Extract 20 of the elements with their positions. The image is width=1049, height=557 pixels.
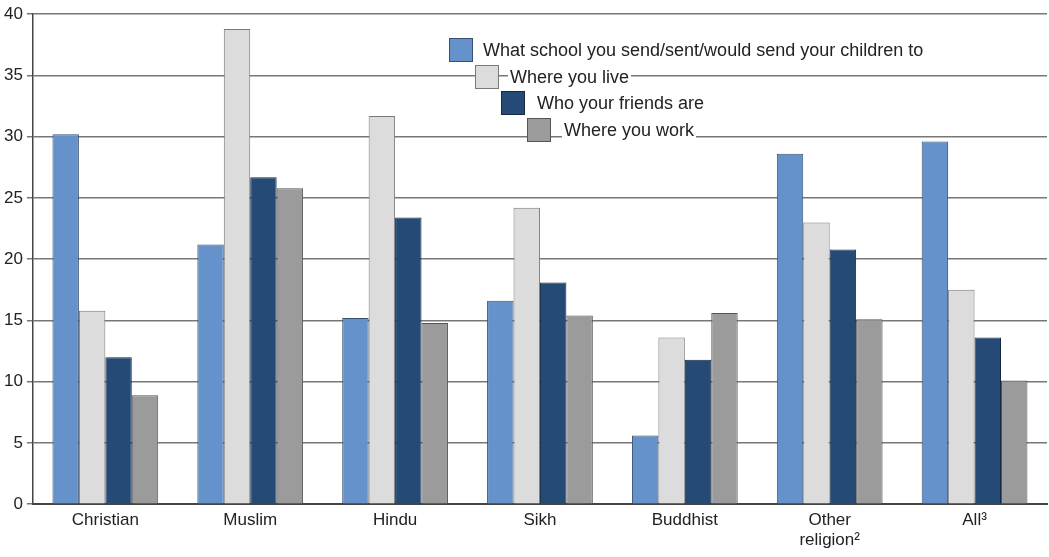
legend-label: Who your friends are xyxy=(535,92,707,114)
x-tick-label: All³ xyxy=(962,510,988,530)
y-tick-label: 15 xyxy=(3,310,23,330)
x-tick-label: Sikh xyxy=(523,510,557,530)
legend-label: Where you work xyxy=(562,118,697,141)
x-tick-label: Christian xyxy=(71,510,139,530)
x-tick-label: Muslim xyxy=(223,510,278,530)
y-tick-label: 40 xyxy=(3,3,23,23)
y-tick-label: 30 xyxy=(3,126,23,146)
x-tick-label: Other religion² xyxy=(799,510,861,550)
legend-label: What school you send/sent/would send your children to xyxy=(481,39,926,61)
y-tick-label: 10 xyxy=(3,371,23,391)
y-tick-label: 5 xyxy=(13,432,23,452)
legend-label: Where you live xyxy=(508,65,632,88)
x-tick-label: Buddhist xyxy=(651,510,719,530)
y-tick-label: 25 xyxy=(3,187,23,207)
y-tick-label: 35 xyxy=(3,65,23,85)
y-tick-label: 20 xyxy=(3,248,23,268)
y-tick-label: 0 xyxy=(13,493,23,513)
x-tick-label: Hindu xyxy=(372,510,418,530)
